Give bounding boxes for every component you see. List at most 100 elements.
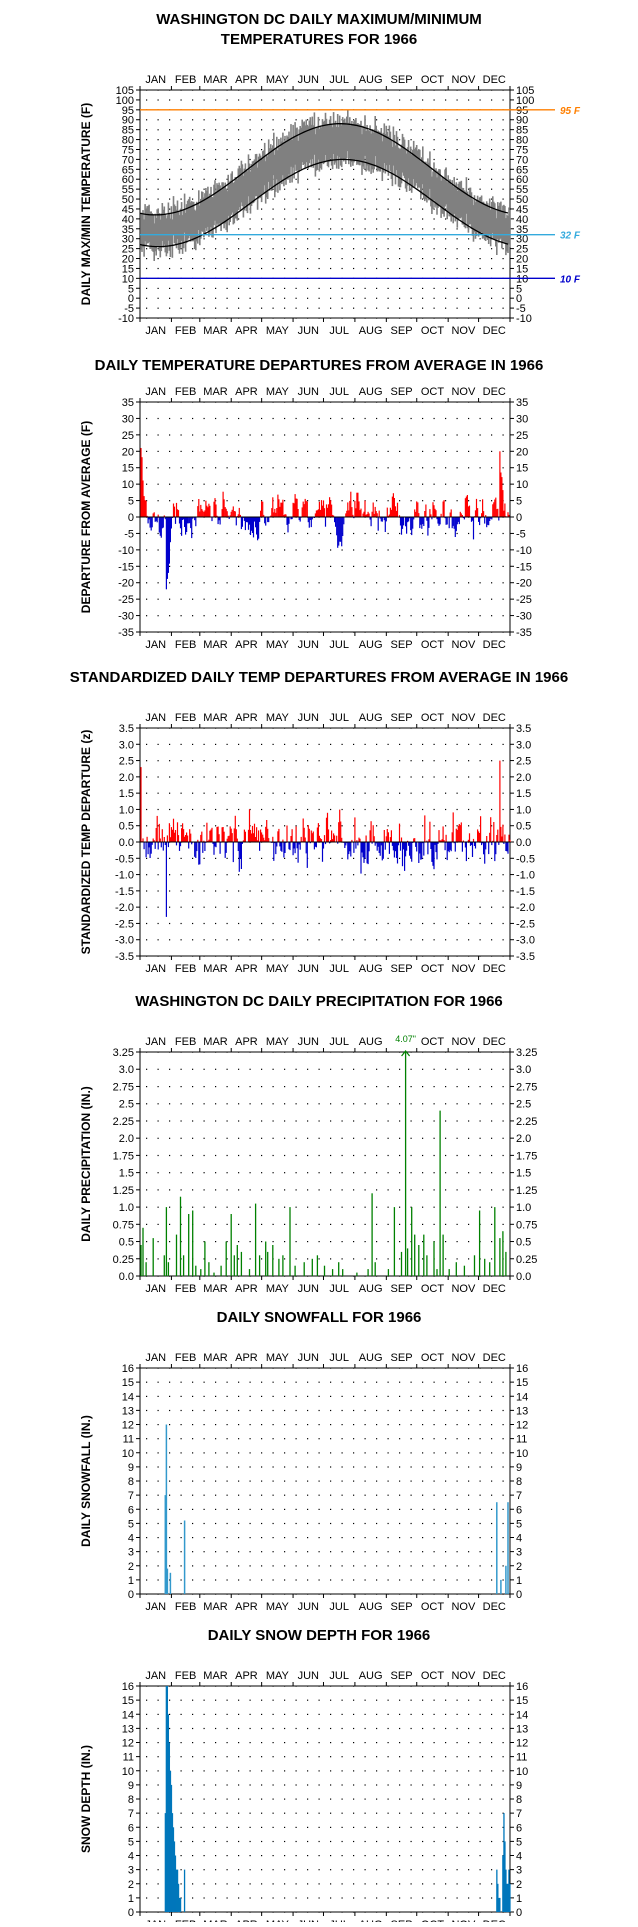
grid-dot bbox=[238, 1523, 239, 1524]
grid-dot bbox=[307, 615, 308, 616]
grid-dot bbox=[273, 890, 274, 891]
grid-dot bbox=[307, 599, 308, 600]
grid-dot bbox=[158, 615, 159, 616]
grid-dot bbox=[365, 1155, 366, 1156]
grid-dot bbox=[192, 1770, 193, 1771]
precip-bars bbox=[141, 1052, 506, 1276]
grid-dot bbox=[284, 1120, 285, 1121]
grid-dot bbox=[422, 1207, 423, 1208]
grid-dot bbox=[376, 1155, 377, 1156]
grid-dot bbox=[388, 99, 389, 100]
grid-dot bbox=[411, 907, 412, 908]
grid-dot bbox=[307, 533, 308, 534]
grid-dot bbox=[296, 744, 297, 745]
x-month-label: FEB bbox=[175, 325, 196, 337]
grid-dot bbox=[365, 1069, 366, 1070]
grid-dot bbox=[227, 418, 228, 419]
grid-dot bbox=[422, 1756, 423, 1757]
grid-dot bbox=[457, 1841, 458, 1842]
grid-dot bbox=[215, 169, 216, 170]
grid-dot bbox=[319, 1172, 320, 1173]
grid-dot bbox=[457, 1742, 458, 1743]
y-tick-label: 5 bbox=[128, 1518, 134, 1530]
grid-dot bbox=[388, 1424, 389, 1425]
grid-dot bbox=[284, 744, 285, 745]
grid-dot bbox=[296, 1382, 297, 1383]
grid-dot bbox=[215, 484, 216, 485]
grid-dot bbox=[399, 1466, 400, 1467]
grid-dot bbox=[146, 1396, 147, 1397]
grid-dot bbox=[491, 99, 492, 100]
grid-dot bbox=[434, 1410, 435, 1411]
grid-dot bbox=[192, 258, 193, 259]
grid-dot bbox=[434, 418, 435, 419]
grid-dot bbox=[169, 1466, 170, 1467]
grid-dot bbox=[296, 1855, 297, 1856]
grid-dot bbox=[411, 451, 412, 452]
grid-dot bbox=[204, 1120, 205, 1121]
grid-dot bbox=[503, 1172, 504, 1173]
grid-dot bbox=[250, 923, 251, 924]
grid-dot bbox=[342, 615, 343, 616]
grid-dot bbox=[307, 238, 308, 239]
grid-dot bbox=[146, 288, 147, 289]
grid-dot bbox=[445, 566, 446, 567]
grid-dot bbox=[422, 119, 423, 120]
grid-dot bbox=[376, 939, 377, 940]
grid-dot bbox=[227, 744, 228, 745]
grid-dot bbox=[399, 1523, 400, 1524]
grid-dot bbox=[468, 1138, 469, 1139]
grid-dot bbox=[365, 1770, 366, 1771]
grid-dot bbox=[399, 1241, 400, 1242]
grid-dot bbox=[181, 907, 182, 908]
grid-dot bbox=[434, 451, 435, 452]
grid-dot bbox=[422, 467, 423, 468]
grid-dot bbox=[319, 1069, 320, 1070]
grid-dot bbox=[445, 288, 446, 289]
y-tick-label: -5 bbox=[516, 528, 526, 540]
grid-dot bbox=[296, 1784, 297, 1785]
grid-dot bbox=[296, 1466, 297, 1467]
grid-dot bbox=[158, 533, 159, 534]
grid-dot bbox=[273, 1537, 274, 1538]
grid-dot bbox=[273, 1120, 274, 1121]
grid-dot bbox=[468, 1452, 469, 1453]
grid-dot bbox=[411, 599, 412, 600]
grid-dot bbox=[411, 1172, 412, 1173]
grid-dot bbox=[491, 858, 492, 859]
grid-dot bbox=[434, 1452, 435, 1453]
grid-dot bbox=[330, 308, 331, 309]
grid-dot bbox=[342, 1855, 343, 1856]
grid-dot bbox=[181, 179, 182, 180]
grid-dots bbox=[146, 1368, 504, 1595]
grid-dot bbox=[399, 1452, 400, 1453]
grid-dot bbox=[399, 566, 400, 567]
grid-dot bbox=[319, 793, 320, 794]
grid-dot bbox=[146, 1410, 147, 1411]
grid-dot bbox=[468, 1855, 469, 1856]
grid-dot bbox=[399, 1424, 400, 1425]
grid-dot bbox=[284, 939, 285, 940]
grid-dot bbox=[307, 582, 308, 583]
grid-dot bbox=[273, 1069, 274, 1070]
y-tick-label: 15 bbox=[122, 1377, 134, 1389]
grid-dot bbox=[181, 760, 182, 761]
grid-dot bbox=[319, 1466, 320, 1467]
grid-dot bbox=[169, 1207, 170, 1208]
grid-dot bbox=[468, 169, 469, 170]
chart-title: DAILY TEMPERATURE DEPARTURES FROM AVERAG… bbox=[95, 357, 544, 374]
grid-dot bbox=[376, 1728, 377, 1729]
grid-dot bbox=[365, 218, 366, 219]
grid-dot bbox=[480, 1410, 481, 1411]
grid-dot bbox=[480, 268, 481, 269]
grid-dot bbox=[296, 874, 297, 875]
grid-dot bbox=[353, 1466, 354, 1467]
grid-dot bbox=[457, 268, 458, 269]
y-tick-label: 10 bbox=[122, 479, 134, 491]
grid-dot bbox=[192, 744, 193, 745]
grid-dot bbox=[399, 1784, 400, 1785]
grid-dot bbox=[457, 1883, 458, 1884]
grid-dot bbox=[330, 1466, 331, 1467]
